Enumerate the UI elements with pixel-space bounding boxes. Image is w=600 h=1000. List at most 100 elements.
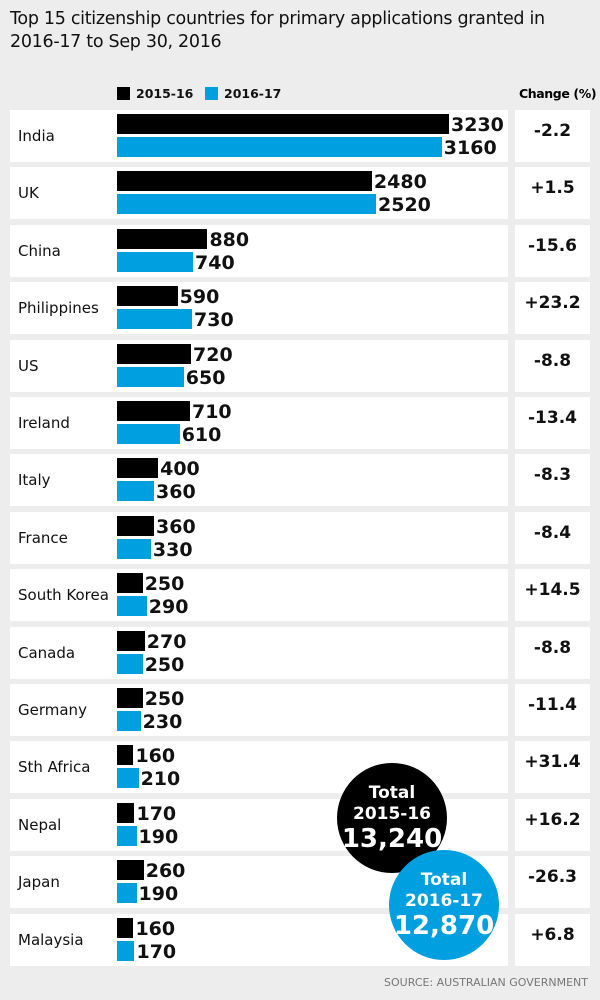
country-label: South Korea [18, 586, 109, 605]
value-label: 880 [209, 228, 250, 251]
country-label: Ireland [18, 414, 70, 432]
row-france: France 360 330 [10, 511, 508, 564]
bar-2016-17 [117, 825, 137, 846]
value-label: 250 [144, 653, 185, 676]
change-value: +6.8 [515, 913, 590, 966]
country-label: France [18, 528, 68, 547]
bar-2015-16 [117, 745, 134, 766]
change-value: -15.6 [515, 224, 590, 277]
country-label: Japan [18, 873, 60, 892]
change-value: -8.4 [515, 511, 590, 564]
row-germany: Germany 250 230 [10, 684, 508, 736]
bar-2015-16 [117, 917, 134, 938]
country-label: Italy [18, 471, 51, 490]
row-italy: Italy 400 360 [10, 454, 508, 507]
row-canada: Canada 270 250 [10, 626, 508, 679]
bar-2016-17 [117, 768, 139, 789]
row-us: US 720 650 [10, 339, 508, 392]
bar-2016-17 [117, 137, 442, 157]
bar-2016-17 [117, 711, 141, 731]
value-label: 650 [185, 366, 226, 389]
total-label: Total [420, 870, 468, 890]
bar-2015-16 [117, 515, 154, 536]
value-label: 290 [148, 596, 189, 619]
bar-2016-17 [117, 940, 135, 961]
country-label: US [18, 356, 39, 375]
change-value: +16.2 [515, 798, 590, 851]
row-india: India 3230 3160 [10, 110, 508, 162]
value-label: 400 [160, 458, 200, 481]
bar-2016-17 [117, 596, 147, 617]
value-label: 330 [152, 538, 193, 561]
change-value: +23.2 [515, 282, 590, 335]
row-uk: UK 2480 2520 [10, 167, 508, 220]
value-label: 160 [135, 917, 176, 940]
bar-2015-16 [117, 458, 159, 479]
row-china: China 880 740 [10, 224, 508, 277]
bar-2016-17 [117, 309, 193, 330]
legend-label: 2015-16 [136, 86, 194, 101]
value-label: 3230 [451, 114, 504, 136]
total-value: 13,240 [341, 824, 443, 854]
legend-swatch [205, 87, 218, 100]
bar-2015-16 [117, 573, 143, 594]
value-label: 2520 [378, 194, 431, 217]
value-label: 710 [191, 401, 232, 423]
value-label: 360 [156, 515, 196, 538]
change-header: Change (%) [519, 86, 597, 101]
bar-2015-16 [117, 171, 372, 192]
country-label: Nepal [18, 815, 62, 834]
row-philippines: Philippines 590 730 [10, 282, 508, 335]
bar-2016-17 [117, 481, 154, 502]
value-label: 250 [144, 573, 185, 596]
change-value: -2.2 [515, 110, 590, 162]
country-label: Canada [18, 643, 76, 662]
change-value: -13.4 [515, 397, 590, 449]
country-label: India [18, 127, 55, 145]
total-value: 12,870 [393, 911, 495, 941]
total-period: 2015-16 [352, 804, 432, 824]
row-ireland: Ireland 710 610 [10, 397, 508, 449]
bar-2015-16 [117, 114, 449, 134]
legend-label: 2016-17 [224, 86, 282, 101]
bar-2015-16 [117, 343, 191, 364]
chart-title: Top 15 citizenship countries for primary… [10, 9, 545, 52]
bar-2015-16 [117, 286, 178, 307]
value-label: 360 [156, 481, 196, 504]
total-period: 2016-17 [404, 891, 484, 911]
change-value: -8.8 [515, 626, 590, 679]
bar-2016-17 [117, 366, 184, 387]
country-label: Sth Africa [18, 758, 91, 777]
change-value: +14.5 [515, 569, 590, 622]
bar-2015-16 [117, 630, 145, 651]
value-label: 230 [142, 711, 183, 733]
total-label: Total [368, 783, 416, 803]
total-2016-17-badge: Total 2016-17 12,870 [389, 850, 499, 960]
value-label: 590 [179, 286, 220, 309]
change-value: -11.4 [515, 684, 590, 736]
legend-swatch [117, 87, 130, 100]
bar-2015-16 [117, 860, 144, 881]
bar-2016-17 [117, 883, 137, 904]
value-label: 270 [146, 630, 187, 653]
change-value: -8.8 [515, 339, 590, 392]
country-label: UK [18, 184, 39, 203]
value-label: 250 [144, 688, 185, 710]
country-label: Germany [18, 701, 87, 719]
row-south-korea: South Korea 250 290 [10, 569, 508, 622]
country-label: China [18, 241, 61, 260]
bar-2015-16 [117, 688, 143, 708]
bar-2016-17 [117, 538, 151, 559]
country-label: Philippines [18, 299, 99, 318]
bar-2016-17 [117, 653, 143, 674]
bar-2015-16 [117, 228, 208, 249]
bar-2016-17 [117, 424, 180, 444]
bar-2016-17 [117, 194, 377, 215]
value-label: 2480 [373, 171, 427, 194]
value-label: 190 [138, 883, 179, 906]
change-value: -8.3 [515, 454, 590, 507]
legend-item-2015-16: 2015-16 [117, 86, 193, 101]
country-label: Malaysia [18, 930, 84, 949]
value-label: 210 [140, 768, 181, 791]
value-label: 720 [193, 343, 233, 366]
